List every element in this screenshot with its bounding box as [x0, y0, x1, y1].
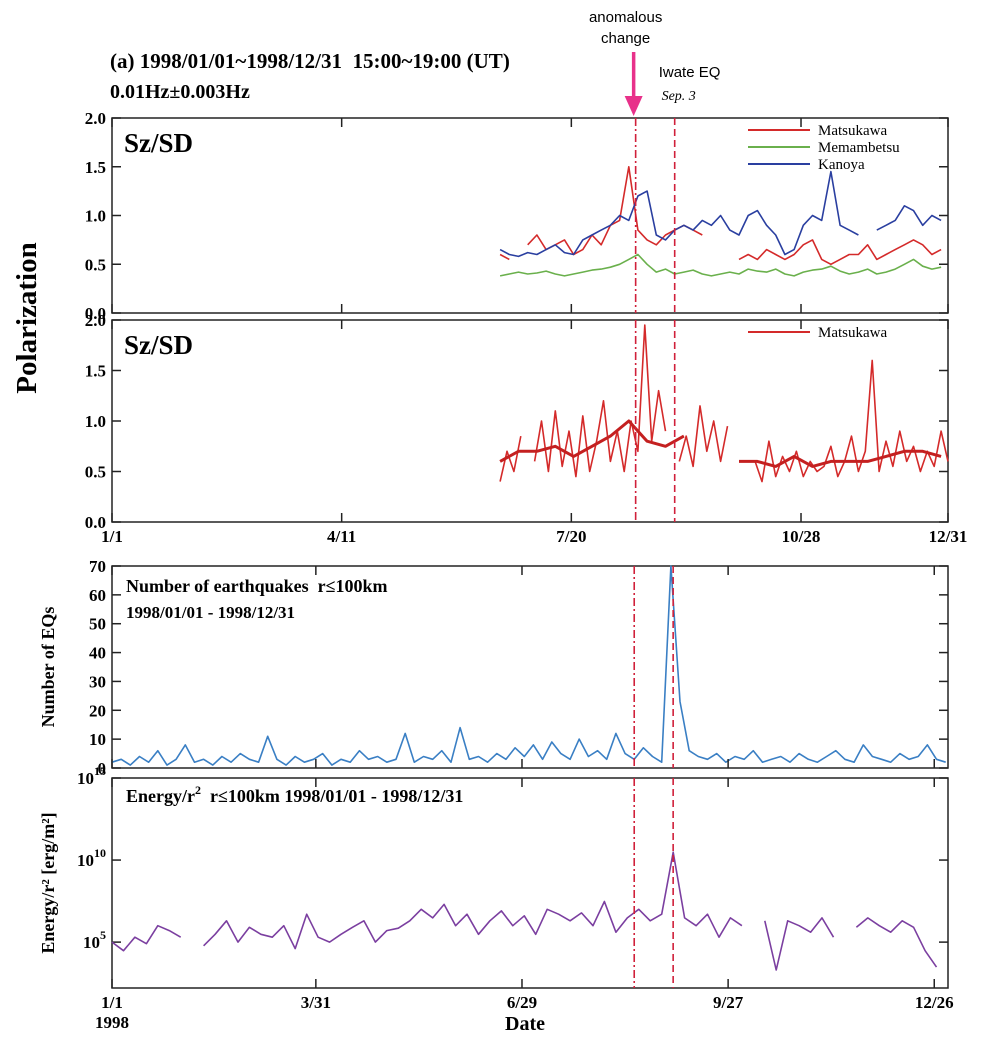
- title-sup: 2: [195, 783, 201, 797]
- tick-base: 10: [77, 769, 94, 788]
- panel-title: Number of earthquakes r≤100km: [126, 576, 388, 596]
- y-tick-label: 0.5: [85, 255, 106, 274]
- legend-label: Matsukawa: [818, 325, 887, 341]
- y-tick-label: 0: [98, 759, 107, 778]
- panel-title: Sz/SD: [124, 128, 193, 158]
- series-line: [499, 253, 942, 277]
- event-label: anomalous: [589, 9, 662, 26]
- x-tick-label: 4/11: [327, 527, 356, 546]
- x-tick-label: 1/1: [101, 993, 123, 1012]
- tick-base: 0.0: [85, 513, 106, 532]
- tick-exponent: 15: [94, 764, 106, 778]
- x-year-label: 1998: [95, 1013, 129, 1032]
- y-tick-label: 10: [89, 730, 106, 749]
- tick-exponent: 10: [94, 846, 106, 860]
- panel-y-label: Energy/r² [erg/m²]: [38, 812, 58, 953]
- y-tick-label: 40: [89, 644, 106, 663]
- tick-exponent: 5: [100, 928, 106, 942]
- tick-base: 10: [83, 933, 100, 952]
- y-tick-label: 1.5: [85, 158, 106, 177]
- legend-label: Matsukawa: [818, 123, 887, 139]
- panel-title: Energy/r2 r≤100km 1998/01/01 - 1998/12/3…: [126, 783, 463, 806]
- tick-base: 2.0: [85, 311, 106, 330]
- plot-frame: [111, 777, 949, 989]
- x-tick-label: 1/1: [101, 527, 123, 546]
- x-axis-label: Date: [505, 1013, 545, 1035]
- tick-base: 2.0: [85, 109, 106, 128]
- y-tick-label: 1.0: [85, 412, 106, 431]
- y-tick-label: 0.0: [85, 513, 106, 532]
- x-tick-label: 9/27: [713, 993, 744, 1012]
- legend-label: Memambetsu: [818, 140, 900, 156]
- y-tick-label: 2.0: [85, 109, 106, 128]
- x-tick-label: 7/20: [556, 527, 586, 546]
- x-tick-label: 3/31: [301, 993, 331, 1012]
- tick-base: 1.0: [85, 207, 106, 226]
- series-line: [111, 851, 938, 971]
- tick-base: 10: [77, 851, 94, 870]
- title-part: Energy/r: [126, 786, 195, 806]
- tick-base: 1.0: [85, 412, 106, 431]
- y-tick-label: 50: [89, 615, 106, 634]
- figure-title: (a) 1998/01/01~1998/12/31 15:00~19:00 (U…: [110, 49, 510, 73]
- plot-frame: [111, 565, 949, 769]
- plot-frame: [111, 319, 949, 523]
- y-tick-label: 30: [89, 672, 106, 691]
- y-tick-label: 70: [89, 557, 106, 576]
- series-line: [111, 565, 946, 766]
- legend-label: Kanoya: [818, 157, 865, 173]
- x-tick-label: 12/31: [929, 527, 968, 546]
- event-date: Sep. 3: [662, 89, 696, 104]
- y-tick-label: 20: [89, 701, 106, 720]
- x-tick-label: 10/28: [782, 527, 821, 546]
- y-tick-label: 60: [89, 586, 106, 605]
- series-line: [499, 419, 942, 468]
- series-line: [499, 324, 949, 483]
- event-label: change: [601, 30, 650, 47]
- x-tick-label: 12/26: [915, 993, 954, 1012]
- y-axis-label: Polarization: [11, 242, 43, 393]
- panel-subtitle: 1998/01/01 - 1998/12/31: [126, 603, 295, 622]
- series-line: [499, 170, 942, 258]
- y-tick-label: 1.0: [85, 207, 106, 226]
- event-arrowhead: [624, 96, 643, 116]
- y-tick-label: 1.5: [85, 362, 106, 381]
- y-tick-label: 0.0: [85, 304, 106, 323]
- tick-base: 0.0: [85, 304, 106, 323]
- y-tick-label: 1015: [77, 764, 106, 788]
- figure-subtitle: 0.01Hz±0.003Hz: [110, 81, 250, 103]
- panel-title: Sz/SD: [124, 330, 193, 360]
- title-part: r≤100km 1998/01/01 - 1998/12/31: [201, 786, 463, 806]
- x-tick-label: 6/29: [507, 993, 537, 1012]
- y-tick-label: 2.0: [85, 311, 106, 330]
- y-tick-label: 0.5: [85, 463, 106, 482]
- y-tick-label: 1010: [77, 846, 106, 870]
- panel-y-label: Number of EQs: [38, 607, 58, 728]
- event-label: Iwate EQ: [659, 64, 721, 81]
- y-tick-label: 105: [83, 928, 106, 952]
